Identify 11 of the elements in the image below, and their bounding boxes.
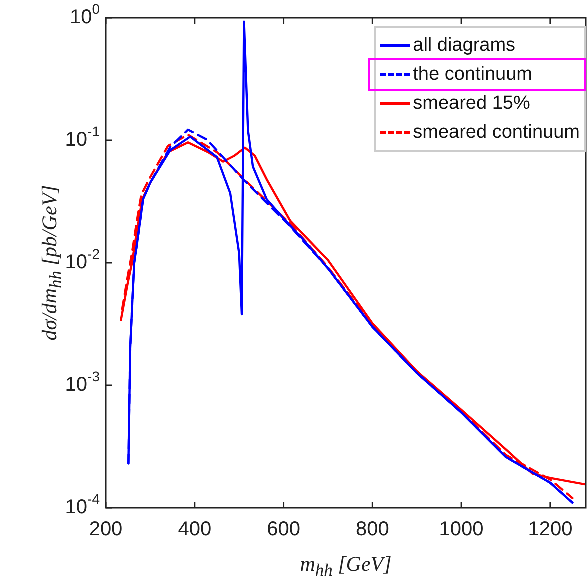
legend-label: all diagrams (413, 34, 516, 56)
legend-label: smeared continuum (413, 122, 580, 144)
x-axis-title: m$_{hh}$ [GeV] (300, 552, 392, 579)
x-tick-label: 1200 (528, 518, 573, 541)
x-tick-label: 200 (89, 518, 123, 541)
x-tick-label: 600 (267, 518, 300, 541)
x-tick-label: 800 (356, 518, 390, 541)
x-tick-label: 400 (178, 518, 212, 541)
legend-label: smeared 15% (413, 92, 530, 114)
legend-label: the continuum (413, 64, 532, 86)
x-tick-label: 1000 (439, 518, 484, 541)
